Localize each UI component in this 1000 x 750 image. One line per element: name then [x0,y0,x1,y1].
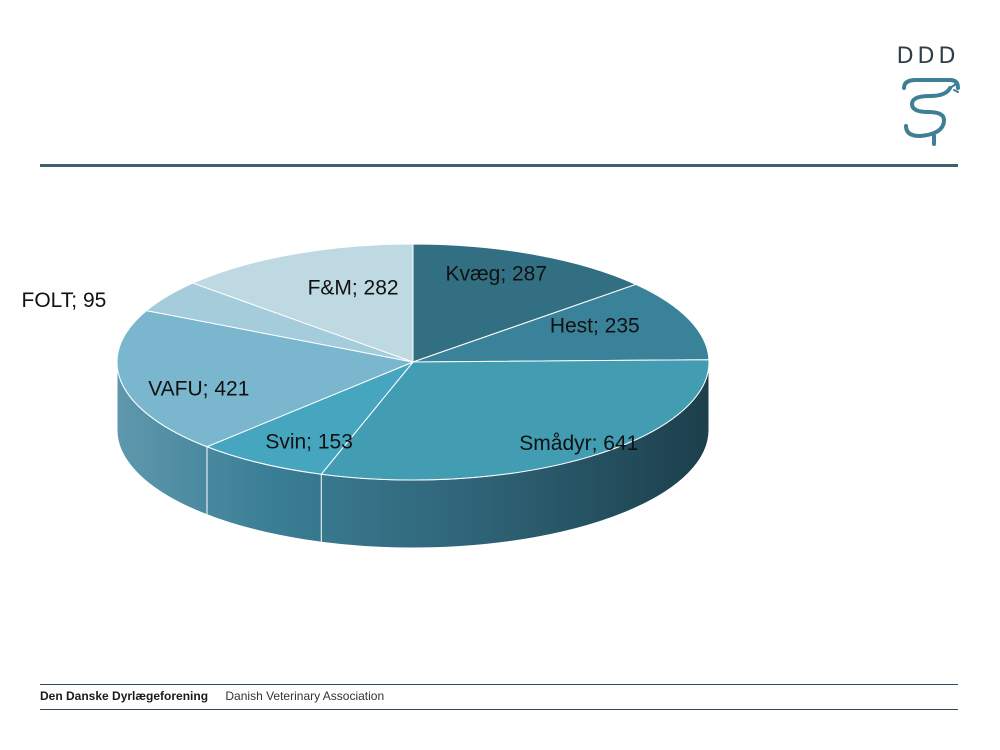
footer-org-english: Danish Veterinary Association [225,689,385,703]
pie-slice-label: F&M; 282 [308,276,399,299]
pie-top-layer [116,243,710,481]
serpent-icon [902,78,960,146]
pie-slice-1 [412,283,710,363]
pie-slice-3 [205,361,414,475]
pie-chart: Kvæg; 287 Hest; 235 Smådyr; 641 Svin; 153 VA… [22,243,710,549]
pie-slice-2 [320,359,710,481]
pie-slice-0 [412,243,638,363]
pie-slice-label: Hest; 235 [550,315,640,338]
pie-slice-4 [116,310,415,448]
footer-divider-top [40,684,958,685]
footer-divider-bottom [40,709,958,710]
pie-slice-label: Svin; 153 [265,430,353,453]
logo-text: DDD [896,44,960,69]
pie-label-layer: Kvæg; 287 Hest; 235 Smådyr; 641 Svin; 153 VA… [22,262,640,455]
pie-slice-label: Kvæg; 287 [445,262,547,285]
footer: Den Danske Dyrlægeforening Danish Veteri… [40,689,384,703]
pie-slice-label: FOLT; 95 [22,289,107,312]
pie-slice-label: Smådyr; 641 [519,432,638,455]
footer-org-danish: Den Danske Dyrlægeforening [40,689,209,703]
header-divider [40,164,958,167]
pie-slice-6 [191,243,414,363]
ddd-logo: DDD [890,44,966,148]
pie-slice-label: VAFU; 421 [148,378,249,401]
